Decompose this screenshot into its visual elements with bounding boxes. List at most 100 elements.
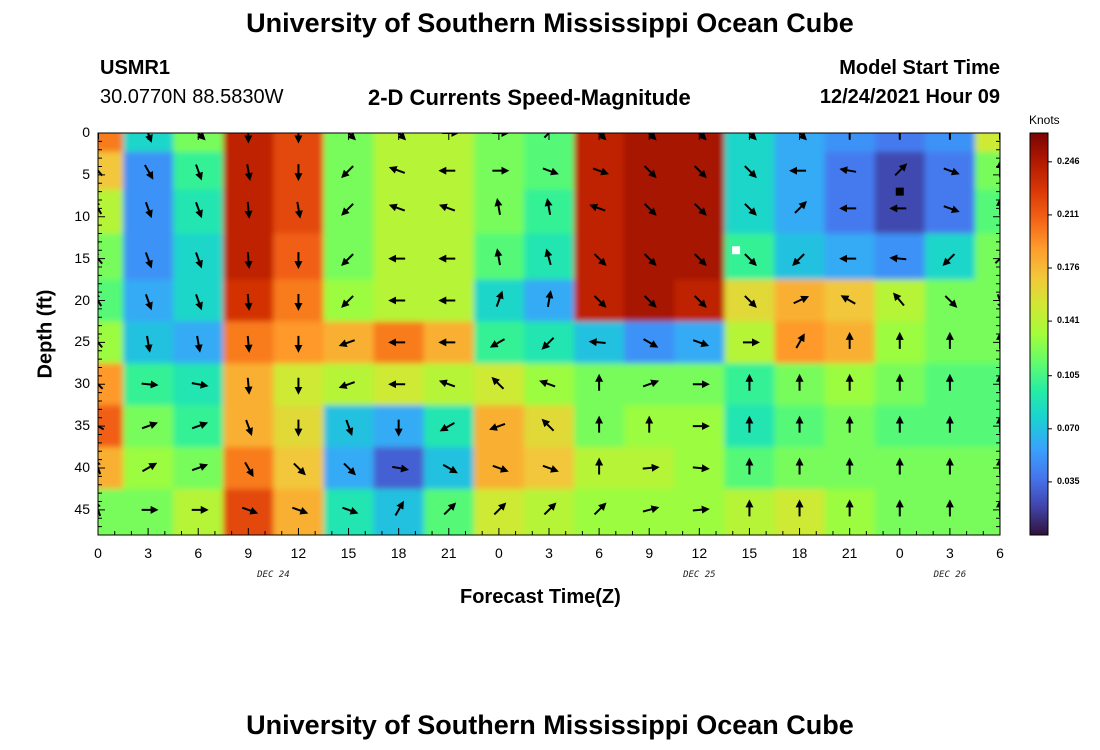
heatmap-cell — [98, 151, 125, 191]
current-arrow — [144, 335, 153, 353]
heatmap-cell — [423, 133, 475, 153]
current-arrow — [438, 379, 456, 388]
x-tick-label: 0 — [494, 545, 503, 561]
station-marker — [732, 246, 741, 255]
heatmap-cell — [323, 189, 375, 235]
current-arrow — [489, 422, 506, 431]
heatmap-cell — [373, 133, 425, 153]
current-arrow — [493, 502, 507, 516]
colorbar — [1029, 132, 1049, 536]
station-id: USMR1 — [100, 57, 171, 79]
current-arrow — [98, 291, 103, 307]
current-arrow — [141, 462, 158, 473]
x-tick-label: 3 — [144, 545, 152, 561]
heatmap-cell — [774, 488, 826, 535]
current-arrow — [244, 293, 253, 311]
current-arrow — [692, 505, 710, 514]
heatmap-cell — [924, 133, 976, 153]
current-arrow — [697, 133, 707, 141]
current-arrow — [943, 167, 960, 176]
y-tick-label: 30 — [74, 375, 90, 392]
current-arrow — [394, 500, 404, 517]
current-arrow — [492, 464, 509, 473]
current-arrow — [291, 506, 309, 515]
current-arrow — [694, 165, 707, 179]
x-tick-label: 18 — [390, 545, 407, 561]
current-arrow — [439, 422, 455, 432]
current-arrow — [544, 198, 553, 215]
current-arrow — [694, 253, 707, 267]
current-arrow — [341, 253, 354, 267]
current-arrow — [388, 166, 406, 174]
current-arrow — [692, 464, 710, 473]
current-arrow — [545, 290, 554, 308]
y-tick-label: 0 — [82, 124, 90, 140]
heatmap-cell — [724, 189, 776, 235]
heatmap-cell — [924, 488, 976, 535]
heatmap-cell — [924, 189, 976, 235]
current-arrow — [442, 463, 458, 474]
current-arrow — [345, 419, 354, 436]
x-tick-label: 21 — [440, 545, 457, 561]
current-arrow — [338, 339, 356, 347]
current-arrow — [341, 295, 354, 308]
current-arrow — [241, 506, 259, 515]
station-coords: 30.0770N 88.5830W — [100, 86, 284, 108]
x-tick-label: 6 — [194, 545, 203, 561]
x-tick-label: 0 — [94, 545, 102, 561]
current-arrows — [98, 133, 1000, 517]
heatmap-cell — [724, 488, 776, 535]
current-arrow — [494, 248, 503, 266]
current-arrow — [388, 203, 406, 212]
heatmap-cell — [974, 151, 1000, 191]
x-tick-label: 12 — [691, 545, 708, 561]
current-arrow — [244, 335, 253, 353]
current-arrow — [592, 167, 609, 176]
current-arrow — [145, 133, 153, 143]
model-start-value: 12/24/2021 Hour 09 — [819, 86, 1000, 108]
heatmap-cell — [824, 189, 876, 235]
current-arrow — [98, 250, 103, 265]
heatmap-cell — [624, 133, 676, 153]
heatmap-cell — [974, 279, 1000, 323]
current-arrow — [795, 333, 805, 349]
heatmap-cell — [423, 233, 475, 281]
current-arrow — [98, 376, 104, 390]
current-arrow — [597, 133, 607, 141]
x-tick-label: 15 — [340, 545, 357, 561]
x-tick-label: 15 — [741, 545, 758, 561]
heatmap-cell — [373, 233, 425, 281]
heatmap-cell — [273, 488, 325, 535]
heatmap-cell — [974, 488, 1000, 535]
heatmap-cell — [674, 488, 726, 535]
colorbar-label: Knots — [1029, 113, 1060, 127]
heatmap-cell — [974, 405, 1000, 449]
current-arrow — [191, 463, 209, 472]
current-arrow — [191, 380, 209, 389]
current-arrow — [996, 294, 1000, 311]
date-label: DEC 26 — [933, 570, 967, 580]
current-arrow — [544, 248, 553, 266]
current-arrow — [643, 253, 657, 267]
heatmap-cell — [774, 133, 826, 153]
page-title: University of Southern Mississippi Ocean… — [246, 8, 854, 38]
heatmap-cell — [874, 133, 926, 153]
current-arrow — [694, 295, 707, 308]
heatmap-cell — [974, 133, 1000, 153]
current-arrow — [438, 203, 456, 212]
current-arrow — [694, 203, 707, 216]
current-arrow — [643, 295, 657, 308]
heatmap-cell — [674, 133, 726, 153]
colorbar-tick-label: 0.211 — [1057, 208, 1080, 219]
x-tick-label: 18 — [791, 545, 808, 561]
current-arrow — [692, 339, 710, 347]
current-arrow — [98, 424, 105, 431]
heatmap-cell — [874, 233, 926, 281]
current-arrow — [893, 292, 905, 307]
heatmap-cell — [724, 233, 776, 281]
current-arrow — [894, 163, 908, 176]
heatmap-cell — [123, 488, 175, 535]
current-arrow — [748, 133, 757, 141]
current-arrow — [141, 421, 158, 430]
heatmap-cell — [774, 189, 826, 235]
